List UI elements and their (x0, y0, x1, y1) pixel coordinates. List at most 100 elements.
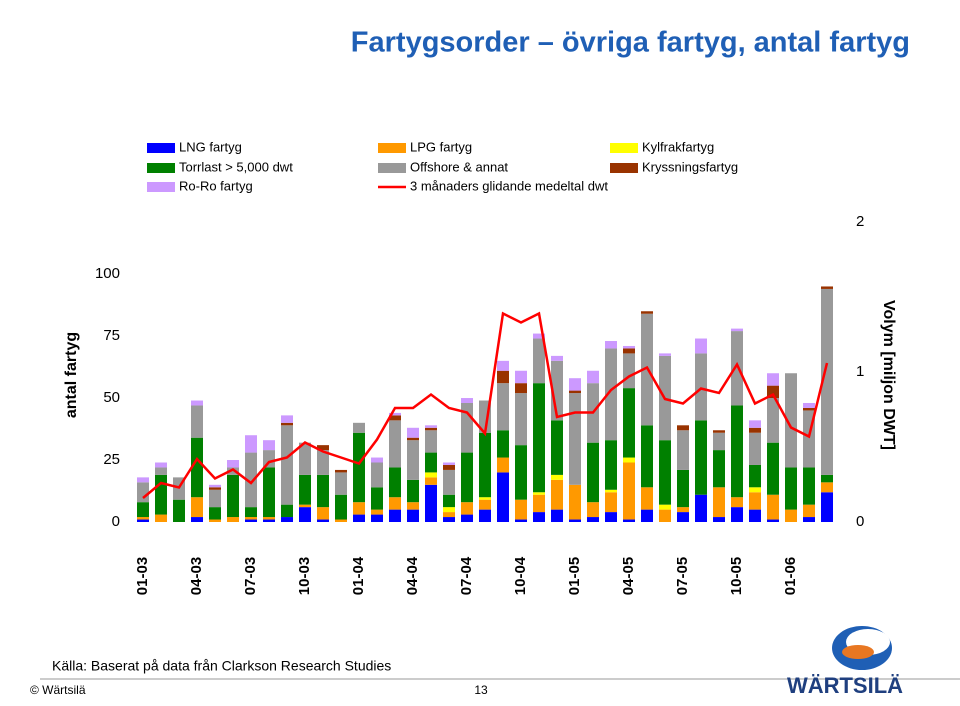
bar-segment (443, 494, 455, 508)
bar-segment (425, 484, 437, 522)
x-tick-label: 07-03 (242, 557, 259, 595)
bar-segment (281, 425, 293, 505)
bar-segment (515, 383, 527, 394)
bar-segment (731, 331, 743, 406)
bar-segment (353, 514, 365, 522)
source-note: Källa: Baserat på data från Clarkson Res… (52, 658, 391, 674)
bar-segment (443, 512, 455, 518)
bar-segment (371, 457, 383, 463)
bar-segment (371, 462, 383, 488)
bar-segment (803, 467, 815, 505)
bar-segment (389, 415, 401, 421)
legend-swatch (147, 163, 175, 173)
bar-segment (569, 519, 581, 522)
bar-segment (605, 512, 617, 522)
bar-segment (497, 430, 509, 458)
x-tick-label: 10-04 (512, 556, 529, 595)
bar-segment (245, 507, 257, 518)
bar-segment (821, 288, 833, 475)
bar-segment (749, 432, 761, 465)
bar-segment (407, 427, 419, 438)
bar-segment (533, 383, 545, 493)
bar-segment (299, 442, 311, 475)
bar-segment (317, 474, 329, 508)
bar-segment (623, 388, 635, 458)
bar-segment (677, 469, 689, 508)
bar-segment (641, 311, 653, 314)
page-number: 13 (474, 683, 488, 697)
bar-segment (551, 420, 563, 475)
bar-segment (425, 472, 437, 478)
bar-segment (641, 487, 653, 510)
bar-segment (209, 484, 221, 488)
bar-segment (191, 400, 203, 406)
bar-segment (407, 437, 419, 441)
bar-segment (227, 460, 239, 468)
bar-segment (569, 378, 581, 391)
bar-segment (335, 494, 347, 520)
bar-segment (533, 494, 545, 513)
bar-segment (191, 437, 203, 498)
bar-segment (551, 479, 563, 510)
bar-segment (209, 487, 221, 490)
bar-segment (479, 432, 491, 498)
bar-segment (407, 479, 419, 503)
legend-swatch (147, 182, 175, 192)
bar-segment (821, 474, 833, 483)
bar-segment (821, 482, 833, 493)
bar-segment (281, 415, 293, 423)
bar-segment (695, 494, 707, 522)
legend-label: LPG fartyg (410, 139, 472, 154)
bar-segment (191, 405, 203, 438)
bar-segment (623, 353, 635, 389)
x-tick-label: 04-03 (188, 557, 205, 595)
bar-segment (515, 393, 527, 446)
bar-segment (389, 467, 401, 498)
bar-segment (587, 502, 599, 518)
bar-segment (317, 519, 329, 522)
slide-title: Fartygsorder – övriga fartyg, antal fart… (351, 27, 910, 59)
bar-segment (443, 469, 455, 495)
legend-label: Kryssningsfartyg (642, 159, 738, 174)
bar-segment (497, 472, 509, 522)
y2-tick-label: 2 (856, 213, 864, 230)
bar-segment (767, 398, 779, 443)
bar-segment (677, 430, 689, 470)
bar-segment (479, 499, 491, 510)
bar-segment (785, 509, 797, 522)
bar-segment (155, 474, 167, 515)
bar-segment (209, 489, 221, 508)
bar-segment (425, 425, 437, 428)
bar-segment (551, 355, 563, 361)
bar-segment (353, 432, 365, 503)
bar-segment (227, 467, 239, 475)
bar-segment (623, 462, 635, 520)
bar-segment (227, 517, 239, 522)
bar-segment (659, 504, 671, 510)
bar-segment (821, 286, 833, 289)
bar-segment (281, 422, 293, 426)
bar-segment (353, 422, 365, 433)
bar-segment (425, 477, 437, 485)
y-axis-label: antal fartyg (63, 332, 80, 418)
bar-segment (587, 370, 599, 384)
bar-segment (443, 507, 455, 513)
logo-text: WÄRTSILÄ (787, 673, 903, 698)
bar-segment (713, 517, 725, 522)
bar-segment (551, 509, 563, 522)
y2-tick-label: 1 (856, 363, 864, 380)
bar-segment (731, 405, 743, 498)
bar-segment (299, 507, 311, 522)
bar-segment (713, 432, 725, 451)
bar-segment (137, 477, 149, 483)
bar-segment (767, 442, 779, 495)
bar-segment (623, 519, 635, 522)
bar-segment (569, 484, 581, 520)
x-tick-label: 04-04 (404, 556, 421, 595)
bar-segment (533, 512, 545, 522)
bar-segment (209, 507, 221, 520)
bar-segment (533, 338, 545, 384)
bar-segment (731, 497, 743, 508)
bar-segment (371, 514, 383, 522)
